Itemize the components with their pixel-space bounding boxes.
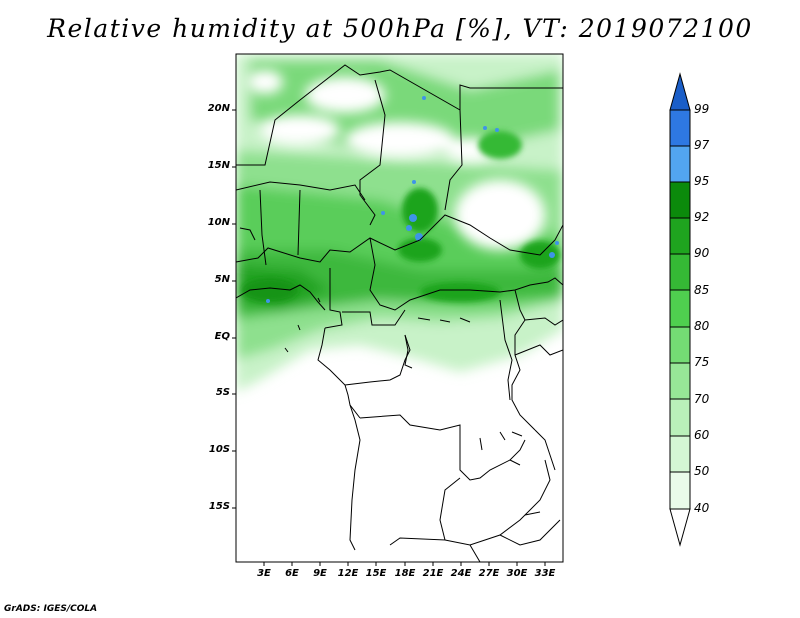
lon-label: 12E [337,568,359,579]
colorbar-box [670,472,690,509]
country-borders [236,64,563,562]
lat-label: 10S [208,444,230,455]
lon-label: 18E [394,568,416,579]
colorbar-label: 70 [694,392,710,406]
colorbar-label: 40 [694,501,710,515]
lat-label: EQ [214,331,230,342]
colorbar-label: 80 [694,319,710,333]
lon-label: 27E [478,568,500,579]
colorbar-box [670,399,690,436]
lon-label: 3E [257,568,271,579]
lat-label: 5S [215,387,230,398]
colorbar-bottom-arrow [669,508,691,547]
lat-label: 10N [207,217,230,228]
map-frame [235,53,564,563]
colorbar-top-arrow [669,72,691,111]
lon-label: 9E [313,568,327,579]
colorbar-box [670,290,690,327]
colorbar-label: 90 [694,246,710,260]
lon-label: 30E [506,568,528,579]
lat-label: 5N [214,274,230,285]
colorbar-label: 50 [694,464,710,478]
lon-label: 6E [285,568,299,579]
colorbar-label: 92 [694,210,710,224]
colorbar-box [670,363,690,399]
colorbar-label: 60 [694,428,710,442]
lat-label: 15S [208,501,230,512]
colorbar-label: 75 [694,355,710,369]
colorbar-box [670,146,690,182]
lon-label: 24E [450,568,472,579]
colorbar [669,72,691,547]
colorbar-box [670,110,690,146]
humidity-shading [236,54,563,392]
lat-label: 15N [207,160,230,171]
colorbar-box [670,327,690,363]
colorbar-box [670,182,690,218]
credit-text: GrADS: IGES/COLA [4,604,98,614]
colorbar-box [670,436,690,472]
colorbar-label: 97 [694,138,710,152]
lon-label: 21E [422,568,444,579]
lat-ticks [232,109,236,509]
chart-title: Relative humidity at 500hPa [%], VT: 201… [47,14,753,43]
lon-ticks [263,562,546,566]
lon-label: 15E [365,568,387,579]
colorbar-box [670,218,690,254]
colorbar-label: 95 [694,174,710,188]
lon-label: 33E [534,568,556,579]
colorbar-box [670,254,690,290]
lat-label: 20N [207,103,230,114]
colorbar-label: 99 [694,102,710,116]
colorbar-label: 85 [694,283,710,297]
